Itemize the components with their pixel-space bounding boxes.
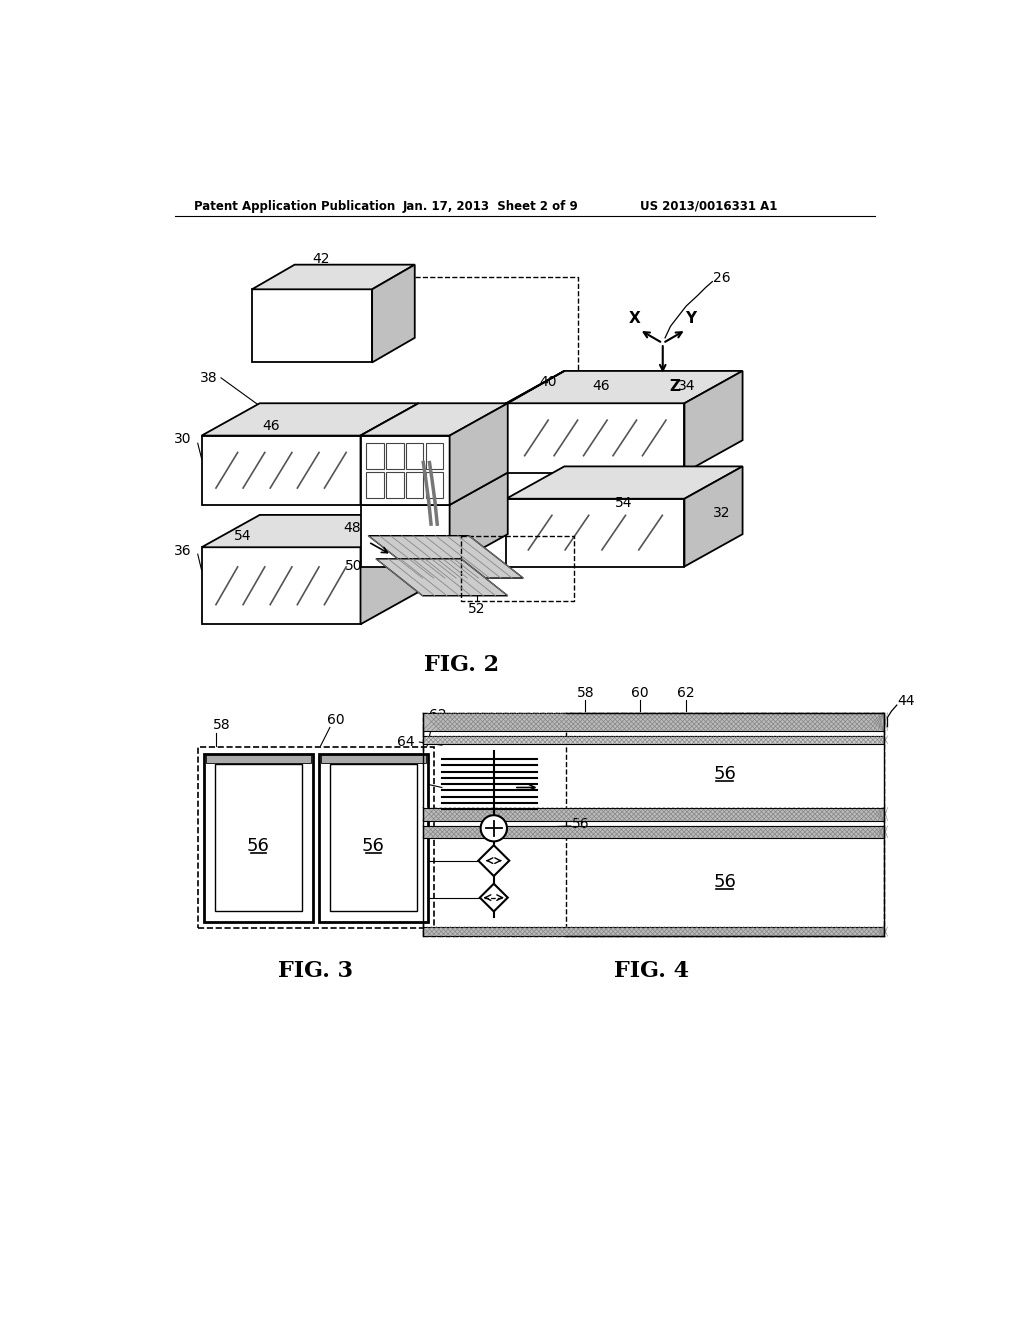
Text: 40: 40 [540, 375, 557, 388]
Polygon shape [360, 515, 419, 624]
Text: 48: 48 [343, 521, 360, 535]
Text: 44: 44 [424, 428, 441, 441]
Text: US 2013/0016331 A1: US 2013/0016331 A1 [640, 199, 777, 213]
Text: Patent Application Publication: Patent Application Publication [194, 199, 395, 213]
Text: 30: 30 [174, 433, 191, 446]
Polygon shape [360, 436, 450, 506]
Text: 50: 50 [345, 560, 362, 573]
Text: 54: 54 [615, 496, 633, 511]
Text: FIG. 2: FIG. 2 [424, 655, 499, 676]
Bar [426, 444, 443, 470]
Polygon shape [360, 473, 508, 506]
Bar [423, 927, 884, 936]
Polygon shape [360, 436, 450, 506]
Bar [204, 754, 313, 923]
Polygon shape [478, 845, 509, 876]
Text: Y: Y [685, 312, 696, 326]
Bar [423, 737, 884, 743]
Bar [423, 713, 884, 730]
Bar [406, 444, 424, 470]
Text: 58: 58 [577, 685, 594, 700]
Polygon shape [450, 371, 564, 436]
Bar [366, 471, 384, 498]
Polygon shape [480, 884, 508, 911]
Polygon shape [360, 506, 450, 566]
Text: 72: 72 [397, 775, 415, 789]
Text: 46: 46 [592, 379, 609, 392]
Text: 58: 58 [212, 718, 230, 733]
Polygon shape [684, 371, 742, 473]
Bar [423, 826, 884, 838]
Text: FIG. 3: FIG. 3 [279, 960, 353, 982]
Polygon shape [506, 371, 742, 404]
Text: FIG. 4: FIG. 4 [613, 960, 688, 982]
Text: 42: 42 [312, 252, 330, 265]
Polygon shape [450, 404, 508, 506]
Text: 52: 52 [468, 602, 485, 616]
Text: 34: 34 [678, 379, 695, 392]
Bar [423, 808, 884, 821]
Text: 66: 66 [397, 891, 415, 904]
Text: 44: 44 [898, 694, 915, 709]
Bar [319, 754, 428, 923]
Text: 32: 32 [713, 506, 731, 520]
Polygon shape [506, 404, 684, 473]
Text: 56: 56 [714, 766, 736, 783]
Text: 56: 56 [247, 837, 270, 855]
Text: 56: 56 [362, 837, 385, 855]
Text: 38: 38 [200, 371, 217, 385]
Polygon shape [376, 558, 508, 595]
Polygon shape [202, 515, 419, 548]
Bar [330, 764, 417, 911]
Text: Jan. 17, 2013  Sheet 2 of 9: Jan. 17, 2013 Sheet 2 of 9 [403, 199, 579, 213]
Bar [206, 755, 311, 763]
Polygon shape [506, 466, 742, 499]
Text: 62: 62 [429, 708, 447, 722]
Text: X: X [629, 312, 641, 326]
Text: 70: 70 [397, 821, 415, 836]
Polygon shape [369, 536, 523, 578]
Polygon shape [360, 404, 508, 436]
Bar [366, 444, 384, 470]
Polygon shape [506, 499, 684, 566]
Bar [386, 444, 403, 470]
Text: 60: 60 [631, 685, 648, 700]
Bar [426, 471, 443, 498]
Bar [321, 755, 426, 763]
Polygon shape [202, 404, 419, 436]
Bar [198, 747, 434, 928]
Text: 46: 46 [262, 420, 281, 433]
Polygon shape [252, 289, 372, 363]
Polygon shape [360, 404, 419, 506]
Polygon shape [450, 473, 508, 566]
Text: 60: 60 [327, 713, 344, 726]
Text: 54: 54 [233, 529, 252, 543]
Text: 36: 36 [174, 544, 191, 558]
Circle shape [480, 816, 507, 841]
Polygon shape [202, 436, 360, 506]
Bar [386, 471, 403, 498]
Polygon shape [252, 264, 415, 289]
Text: 64: 64 [397, 735, 415, 748]
Bar [423, 713, 884, 936]
Text: 68: 68 [397, 854, 415, 867]
Text: 26: 26 [713, 271, 731, 285]
Polygon shape [684, 466, 742, 566]
Bar [215, 764, 302, 911]
Text: 56: 56 [572, 817, 590, 830]
Bar [566, 743, 884, 808]
Text: Z: Z [669, 379, 680, 393]
Polygon shape [372, 264, 415, 363]
Text: 56: 56 [714, 874, 736, 891]
Bar [406, 471, 424, 498]
Text: 62: 62 [677, 685, 695, 700]
Polygon shape [202, 548, 360, 624]
